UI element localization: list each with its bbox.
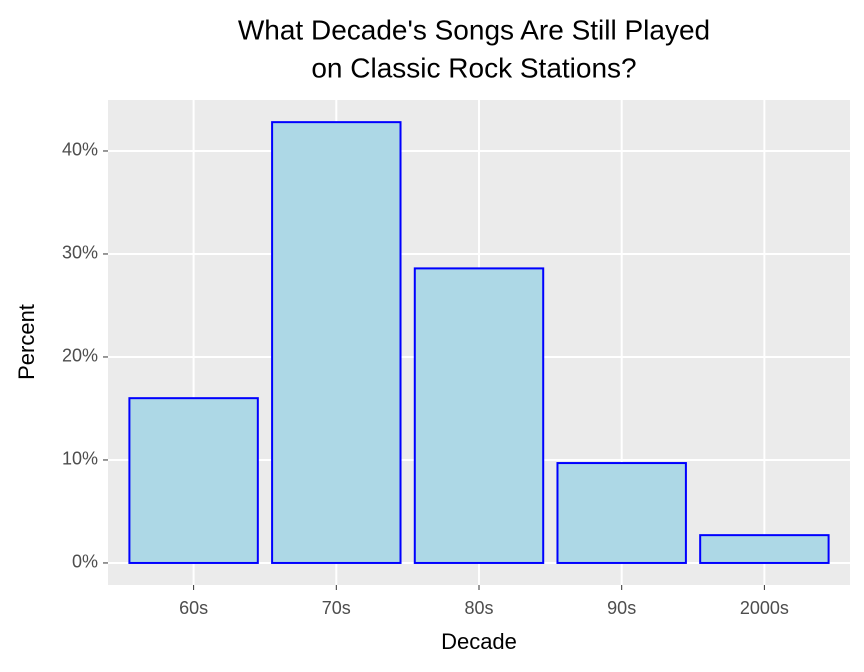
y-tick-label: 10% — [62, 449, 98, 469]
y-tick-label: 40% — [62, 140, 98, 160]
x-tick-label: 70s — [322, 598, 351, 618]
x-tick-label: 90s — [607, 598, 636, 618]
x-axis-title: Decade — [441, 629, 517, 654]
bar — [413, 267, 545, 564]
x-tick-label: 60s — [179, 598, 208, 618]
chart-title: What Decade's Songs Are Still Played — [238, 14, 710, 45]
chart-title: on Classic Rock Stations? — [311, 52, 636, 83]
y-tick-label: 0% — [72, 552, 98, 572]
bar — [556, 462, 687, 564]
bar — [699, 534, 830, 564]
bar — [128, 397, 259, 564]
x-tick-label: 80s — [464, 598, 493, 618]
x-tick-label: 2000s — [740, 598, 789, 618]
y-tick-label: 20% — [62, 346, 98, 366]
y-tick-label: 30% — [62, 243, 98, 263]
bar — [271, 121, 402, 564]
y-axis-title: Percent — [14, 304, 39, 380]
